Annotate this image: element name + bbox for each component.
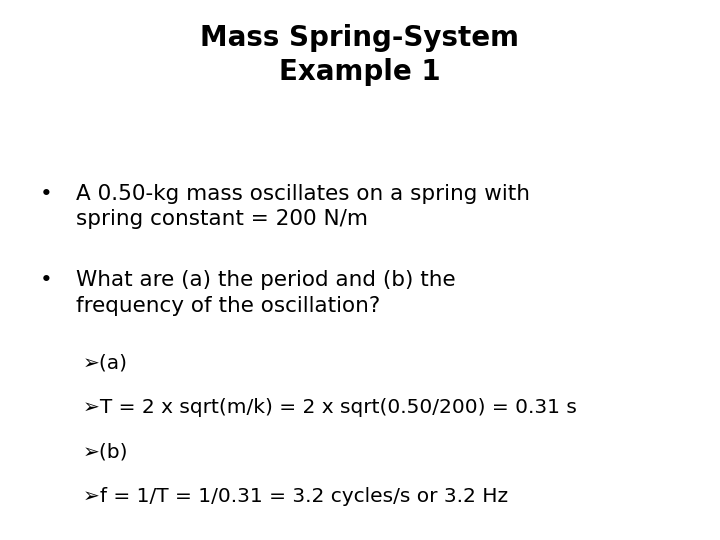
Text: ➢(b): ➢(b) [83, 442, 128, 461]
Text: ➢(a): ➢(a) [83, 354, 128, 373]
Text: ➢f = 1/T = 1/0.31 = 3.2 cycles/s or 3.2 Hz: ➢f = 1/T = 1/0.31 = 3.2 cycles/s or 3.2 … [83, 487, 508, 505]
Text: •: • [40, 270, 53, 290]
Text: A 0.50-kg mass oscillates on a spring with
spring constant = 200 N/m: A 0.50-kg mass oscillates on a spring wi… [76, 184, 530, 229]
Text: Mass Spring-System
Example 1: Mass Spring-System Example 1 [200, 24, 520, 86]
Text: ➢T = 2 x sqrt(m/k) = 2 x sqrt(0.50/200) = 0.31 s: ➢T = 2 x sqrt(m/k) = 2 x sqrt(0.50/200) … [83, 398, 577, 417]
Text: •: • [40, 184, 53, 204]
Text: What are (a) the period and (b) the
frequency of the oscillation?: What are (a) the period and (b) the freq… [76, 270, 455, 315]
